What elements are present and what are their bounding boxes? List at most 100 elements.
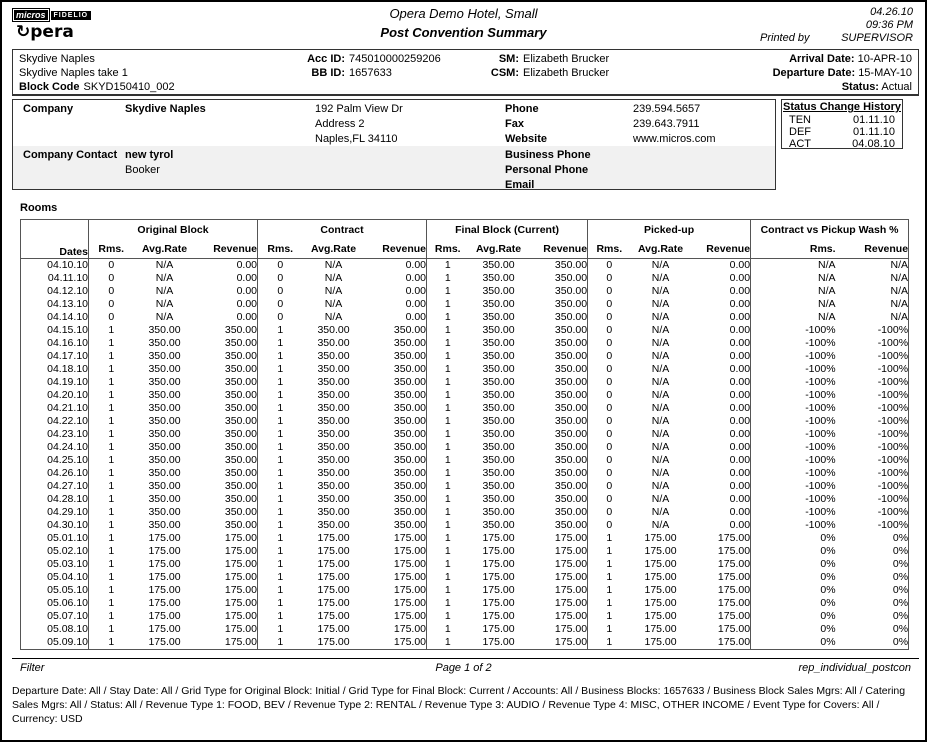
status-history-row: DEF 01.11.10 — [789, 126, 895, 138]
column-header-revenue: Revenue — [543, 242, 588, 255]
status-history-row: TEN 01.11.10 — [789, 114, 895, 126]
column-header-rms: Rms. — [88, 239, 134, 259]
column-header-revenue: Revenue — [706, 242, 751, 255]
page-title: Post Convention Summary — [380, 25, 547, 40]
company-address: 192 Palm View Dr Address 2 Naples,FL 341… — [315, 102, 505, 146]
table-row: 04.12.10 0 N/A 0.00 0 N/A 0.00 1 350.00 350.00 0 N/… — [47, 285, 909, 298]
acc-id: Acc ID: 745010000259206 — [307, 53, 441, 65]
footer-divider — [12, 658, 919, 659]
company-contact: new tyrol Booker — [125, 148, 315, 189]
fidelio-logo: FIDELIO — [50, 10, 92, 20]
printed-by-user: SUPERVISOR — [841, 32, 913, 44]
report-id: rep_individual_postcon — [798, 662, 911, 674]
column-header-revenue: Revenue — [213, 242, 257, 255]
printed-by-label: Printed by — [760, 32, 810, 44]
filter-label: Filter — [20, 662, 45, 674]
departure-date: Departure Date: 15-MAY-10 — [772, 67, 912, 79]
table-row: 05.05.10 1 175.00 175.00 1 175.00 175.00 1 175.0… — [47, 584, 909, 597]
block-managers: SM: Elizabeth Brucker CSM: Elizabeth Bru… — [479, 52, 714, 92]
table-row: 04.11.10 0 N/A 0.00 0 N/A 0.00 1 350.00 350.00 0 N/… — [47, 272, 909, 285]
table-row: 04.23.10 1 350.00 350.00 1 350.00 350.00 1 350.0… — [47, 428, 909, 441]
rooms-section-title: Rooms — [20, 202, 58, 214]
column-header-avg-rate: Avg.Rate — [475, 242, 522, 255]
table-row: 05.02.10 1 175.00 175.00 1 175.00 175.00 1 175.0… — [47, 545, 909, 558]
table-row: 04.17.10 1 350.00 350.00 1 350.00 350.00 1 350.0… — [47, 350, 909, 363]
column-header-avg-rate: Avg.Rate — [637, 242, 684, 255]
block-ids: Acc ID: 745010000259206 BB ID: 1657633 — [299, 52, 479, 92]
table-row: 04.19.10 1 350.00 350.00 1 350.00 350.00 1 350.0… — [47, 376, 909, 389]
column-header-rms: Rms. — [750, 239, 836, 259]
column-header-rms: Rms. — [587, 239, 631, 259]
opera-logo: ↻pera — [16, 22, 74, 42]
table-row: 05.08.10 1 175.00 175.00 1 175.00 175.00 1 175.0… — [47, 623, 909, 636]
sales-manager: SM: Elizabeth Brucker — [498, 53, 610, 65]
table-row: 04.26.10 1 350.00 350.00 1 350.00 350.00 1 350.0… — [47, 467, 909, 480]
column-header-avg-rate: Avg.Rate — [141, 242, 188, 255]
group-header-original-block: Original Block — [88, 219, 258, 239]
table-row: 04.14.10 0 N/A 0.00 0 N/A 0.00 1 350.00 350.00 0 N/… — [47, 311, 909, 324]
arrival-date: Arrival Date: 10-APR-10 — [789, 53, 912, 65]
opera-logo-text: pera — [30, 22, 74, 42]
column-header-avg-rate: Avg.Rate — [310, 242, 357, 255]
company-phone-labels: Phone Fax Website — [505, 103, 547, 145]
column-header-rms: Rms. — [426, 239, 469, 259]
group-header-contract: Contract — [256, 219, 427, 239]
table-row: 04.28.10 1 350.00 350.00 1 350.00 350.00 1 350.0… — [47, 493, 909, 506]
status-history-title: Status Change History — [783, 101, 901, 113]
micros-fidelio-logo: micros FIDELIO — [12, 8, 92, 22]
group-header-row: Dates Original Block Contract Final Bloc… — [21, 219, 909, 258]
table-row: 04.27.10 1 350.00 350.00 1 350.00 350.00 1 350.0… — [47, 480, 909, 493]
company-phone: 239.594.5657 — [633, 103, 701, 115]
table-row: 04.22.10 1 350.00 350.00 1 350.00 350.00 1 350.0… — [47, 415, 909, 428]
table-row: 05.04.10 1 175.00 175.00 1 175.00 175.00 1 175.0… — [47, 571, 909, 584]
table-row: 04.24.10 1 350.00 350.00 1 350.00 350.00 1 350.0… — [47, 441, 909, 454]
block-code: Block Code SKYD150410_002 — [19, 81, 175, 93]
opera-swirl-icon: ↻ — [16, 22, 31, 42]
company-fax: 239.643.7911 — [633, 118, 700, 130]
company-contact-label: Company Contact — [23, 149, 118, 161]
block-name: Skydive Naples take 1 — [19, 67, 128, 79]
contact-role: Booker — [125, 164, 160, 176]
bb-id: BB ID: 1657633 — [311, 67, 392, 79]
block-dates: Arrival Date: 10-APR-10 Departure Date: … — [714, 52, 912, 93]
contact-name: new tyrol — [125, 149, 174, 161]
table-row: 04.21.10 1 350.00 350.00 1 350.00 350.00 1 350.0… — [47, 402, 909, 415]
table-row: 05.01.10 1 175.00 175.00 1 175.00 175.00 1 175.0… — [47, 532, 909, 545]
column-header-dates: Dates — [59, 246, 88, 258]
table-row: 04.29.10 1 350.00 350.00 1 350.00 350.00 1 350.0… — [47, 506, 909, 519]
sub-header-row: Rms. Avg.Rate Revenue Rms. Avg.Rate Reve… — [21, 239, 909, 259]
table-row: 05.06.10 1 175.00 175.00 1 175.00 175.00 1 175.0… — [47, 597, 909, 610]
account-name: Skydive Naples — [19, 53, 95, 65]
column-header-rms: Rms. — [257, 239, 303, 259]
table-row: 04.25.10 1 350.00 350.00 1 350.00 350.00 1 350.0… — [47, 454, 909, 467]
company-box: Company Skydive Naples 192 Palm View Dr … — [12, 99, 776, 191]
group-header-wash: Contract vs Pickup Wash % — [750, 219, 909, 239]
company-phone-values: 239.594.5657 239.643.7911 www.micros.com — [633, 102, 775, 146]
status-history-row: ACT 04.08.10 — [789, 138, 895, 150]
address-line: Naples,FL 34110 — [315, 133, 398, 145]
address-line: 192 Palm View Dr — [315, 103, 403, 115]
hotel-name: Opera Demo Hotel, Small — [389, 6, 538, 21]
filter-criteria-text: Departure Date: All / Stay Date: All / G… — [12, 685, 906, 725]
table-row: 04.10.10 0 N/A 0.00 0 N/A 0.00 1 350.00 350.00 0 N/… — [47, 258, 909, 272]
print-time: 09:36 PM — [865, 19, 913, 31]
rooms-table: Dates Original Block Contract Final Bloc… — [20, 219, 910, 650]
group-header-picked-up: Picked-up — [587, 219, 751, 239]
block-status: Status: Actual — [841, 81, 912, 93]
company-name: Skydive Naples — [125, 103, 206, 115]
company-label: Company — [23, 103, 74, 115]
rooms-table-body: 04.10.10 0 N/A 0.00 0 N/A 0.00 1 350.00 350.00 0 N/… — [21, 258, 909, 650]
table-row: 05.07.10 1 175.00 175.00 1 175.00 175.00 1 175.0… — [47, 610, 909, 623]
table-row: 04.15.10 1 350.00 350.00 1 350.00 350.00 1 350.0… — [47, 324, 909, 337]
column-header-revenue: Revenue — [864, 242, 909, 255]
page-number: Page 1 of 2 — [435, 662, 492, 674]
table-row: 04.30.10 1 350.00 350.00 1 350.00 350.00 1 350.0… — [47, 519, 909, 532]
table-row: 05.03.10 1 175.00 175.00 1 175.00 175.00 1 175.0… — [47, 558, 909, 571]
table-row: 05.09.10 1 175.00 175.00 1 175.00 175.00 1 175.0… — [47, 636, 909, 650]
table-row: 04.13.10 0 N/A 0.00 0 N/A 0.00 1 350.00 350.00 0 N/… — [47, 298, 909, 311]
print-date: 04.26.10 — [870, 6, 913, 18]
company-row: Company Skydive Naples 192 Palm View Dr … — [13, 100, 775, 146]
micros-logo: micros — [12, 8, 50, 22]
block-info-band: Skydive Naples Skydive Naples take 1 Blo… — [12, 49, 919, 96]
